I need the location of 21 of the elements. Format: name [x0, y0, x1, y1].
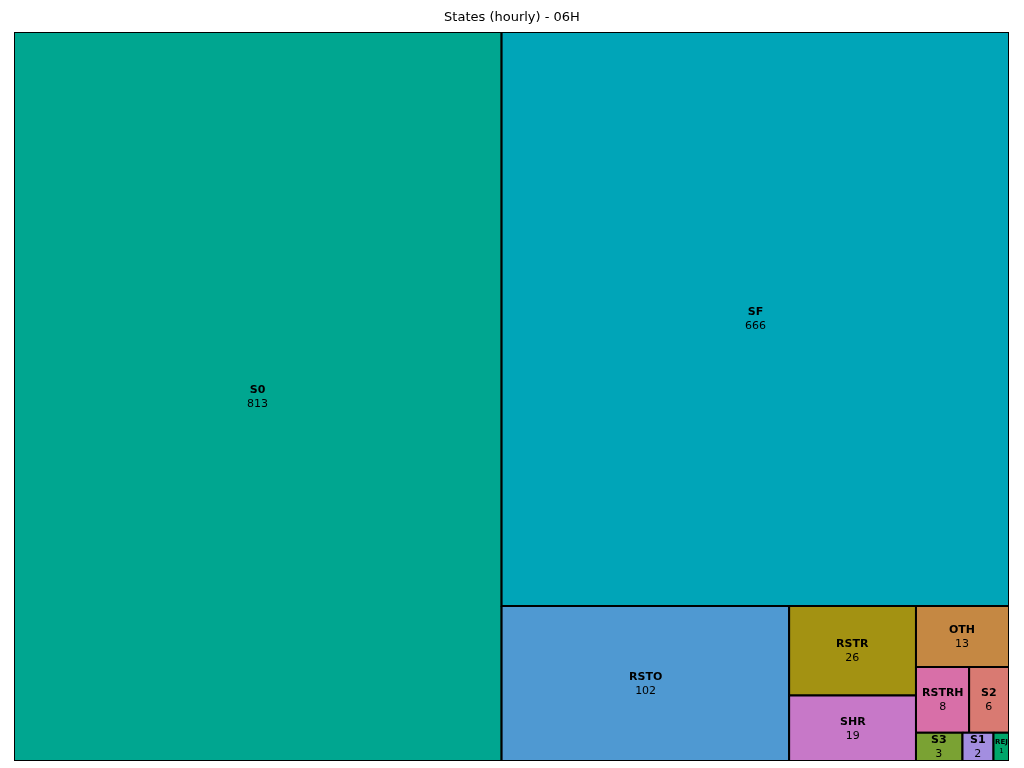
- data-label: 26: [845, 651, 860, 665]
- data-label: 102: [635, 684, 657, 698]
- data-label: 19: [845, 729, 860, 743]
- category-label: S1: [970, 733, 986, 746]
- category-label: SHR: [840, 715, 867, 728]
- category-label: RSTR: [836, 637, 869, 650]
- data-label: 8: [939, 700, 947, 714]
- data-label: 666: [745, 319, 766, 333]
- data-label: 6: [985, 700, 993, 714]
- category-label: S0: [249, 383, 266, 396]
- category-label: RSTO: [629, 670, 663, 683]
- data-label: 2: [974, 747, 982, 761]
- category-label: S3: [931, 733, 947, 746]
- data-label: 3: [935, 747, 943, 761]
- data-label: 13: [955, 637, 970, 651]
- category-label: RSTRH: [922, 686, 964, 699]
- data-label: 813: [247, 397, 268, 411]
- category-label: OTH: [949, 623, 976, 636]
- category-label: SF: [747, 305, 764, 318]
- category-label: S2: [981, 686, 997, 699]
- text: States (hourly) - 06H: [444, 8, 580, 24]
